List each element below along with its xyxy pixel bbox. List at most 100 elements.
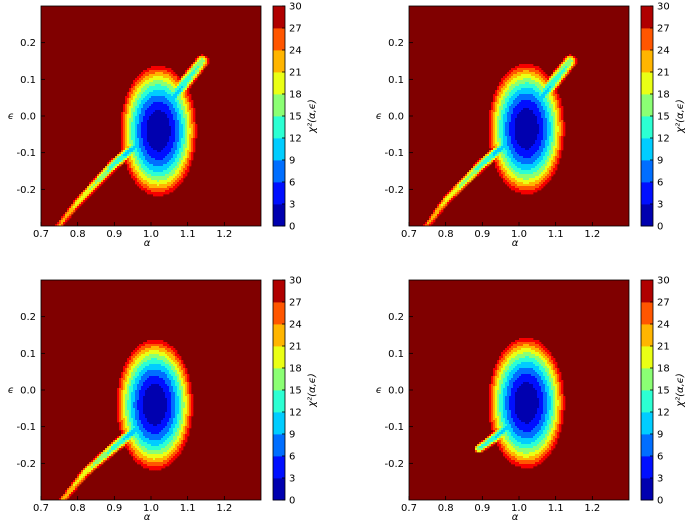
- contour-cell: [549, 170, 552, 173]
- contour-cell: [189, 68, 192, 71]
- contour-cell: [515, 124, 518, 127]
- contour-cell: [145, 150, 148, 153]
- contour-cell: [551, 116, 554, 119]
- contour-cell: [181, 138, 184, 141]
- contour-cell: [187, 128, 190, 131]
- contour-cell: [477, 174, 480, 177]
- contour-cell: [159, 144, 162, 147]
- contour-cell: [193, 116, 196, 119]
- contour-cell: [181, 84, 184, 87]
- colorbar-tick-label: 9: [289, 156, 295, 167]
- contour-cell: [547, 146, 550, 149]
- contour-cell: [555, 100, 558, 103]
- contour-cell: [551, 154, 554, 157]
- contour-cell: [527, 154, 530, 157]
- contour-cell: [559, 118, 562, 121]
- contour-cell: [433, 214, 436, 217]
- contour-cell: [151, 186, 154, 189]
- colorbar-tick-label: 12: [289, 134, 302, 145]
- contour-cell: [143, 354, 146, 357]
- contour-cell: [155, 164, 158, 167]
- contour-cell: [129, 144, 132, 147]
- contour-cell: [525, 170, 528, 173]
- contour-cell: [489, 122, 492, 125]
- contour-cell: [81, 194, 84, 197]
- contour-cell: [563, 66, 566, 69]
- colorbar-tick-label: 15: [657, 112, 670, 123]
- contour-cell: [533, 164, 536, 167]
- contour-cell: [533, 114, 536, 117]
- contour-cell: [167, 72, 170, 75]
- contour-cell: [181, 360, 184, 363]
- contour-cell: [491, 126, 494, 129]
- contour-cell: [143, 136, 146, 139]
- contour-cell: [505, 168, 508, 171]
- contour-cell: [553, 82, 556, 85]
- contour-cell: [131, 132, 134, 135]
- contour-cell: [203, 58, 206, 61]
- contour-cell: [525, 92, 528, 95]
- contour-cell: [517, 80, 520, 83]
- contour-cell: [163, 112, 166, 115]
- contour-cell: [169, 84, 172, 87]
- contour-cell: [167, 78, 170, 81]
- contour-cell: [523, 160, 526, 163]
- contour-cell: [131, 92, 134, 95]
- contour-cell: [133, 128, 136, 131]
- contour-cell: [513, 178, 516, 181]
- contour-cell: [495, 92, 498, 95]
- contour-cell: [543, 110, 546, 113]
- contour-cell: [439, 206, 442, 209]
- contour-cell: [515, 140, 518, 143]
- contour-cell: [181, 158, 184, 161]
- contour-cell: [529, 148, 532, 151]
- contour-cell: [511, 126, 514, 129]
- contour-cell: [523, 172, 526, 175]
- contour-cell: [179, 176, 182, 179]
- contour-cell: [511, 102, 514, 105]
- contour-cell: [535, 90, 538, 93]
- contour-cell: [123, 110, 126, 113]
- contour-cell: [149, 348, 152, 351]
- contour-cell: [153, 126, 156, 129]
- contour-cell: [531, 108, 534, 111]
- contour-cell: [493, 110, 496, 113]
- contour-cell: [559, 114, 562, 117]
- contour-cell: [513, 146, 516, 149]
- x-tick-label: 1.0: [511, 229, 527, 240]
- contour-cell: [493, 106, 496, 109]
- contour-cell: [435, 210, 438, 213]
- contour-cell: [571, 62, 574, 65]
- contour-cell: [549, 134, 552, 137]
- contour-cell: [187, 132, 190, 135]
- contour-cell: [507, 128, 510, 131]
- contour-cell: [159, 110, 162, 113]
- contour-cell: [461, 186, 464, 189]
- contour-cell: [193, 126, 196, 129]
- contour-cell: [199, 64, 202, 67]
- contour-cell: [97, 184, 100, 187]
- contour-cell: [149, 156, 152, 159]
- contour-cell: [135, 154, 138, 157]
- contour-cell: [523, 120, 526, 123]
- contour-cell: [185, 146, 188, 149]
- contour-cell: [515, 68, 518, 71]
- contour-cell: [139, 146, 142, 149]
- contour-cell: [173, 106, 176, 109]
- contour-cell: [549, 160, 552, 163]
- contour-cell: [149, 166, 152, 169]
- contour-cell: [459, 180, 462, 183]
- contour-cell: [177, 160, 180, 163]
- contour-cell: [181, 364, 184, 367]
- contour-cell: [137, 154, 140, 157]
- contour-cell: [523, 164, 526, 167]
- contour-cell: [167, 76, 170, 79]
- contour-cell: [529, 132, 532, 135]
- colorbar-band: [641, 94, 653, 117]
- contour-cell: [147, 128, 150, 131]
- contour-cell: [151, 140, 154, 143]
- contour-cell: [527, 98, 530, 101]
- contour-cell: [519, 186, 522, 189]
- contour-cell: [157, 158, 160, 161]
- contour-cell: [559, 66, 562, 69]
